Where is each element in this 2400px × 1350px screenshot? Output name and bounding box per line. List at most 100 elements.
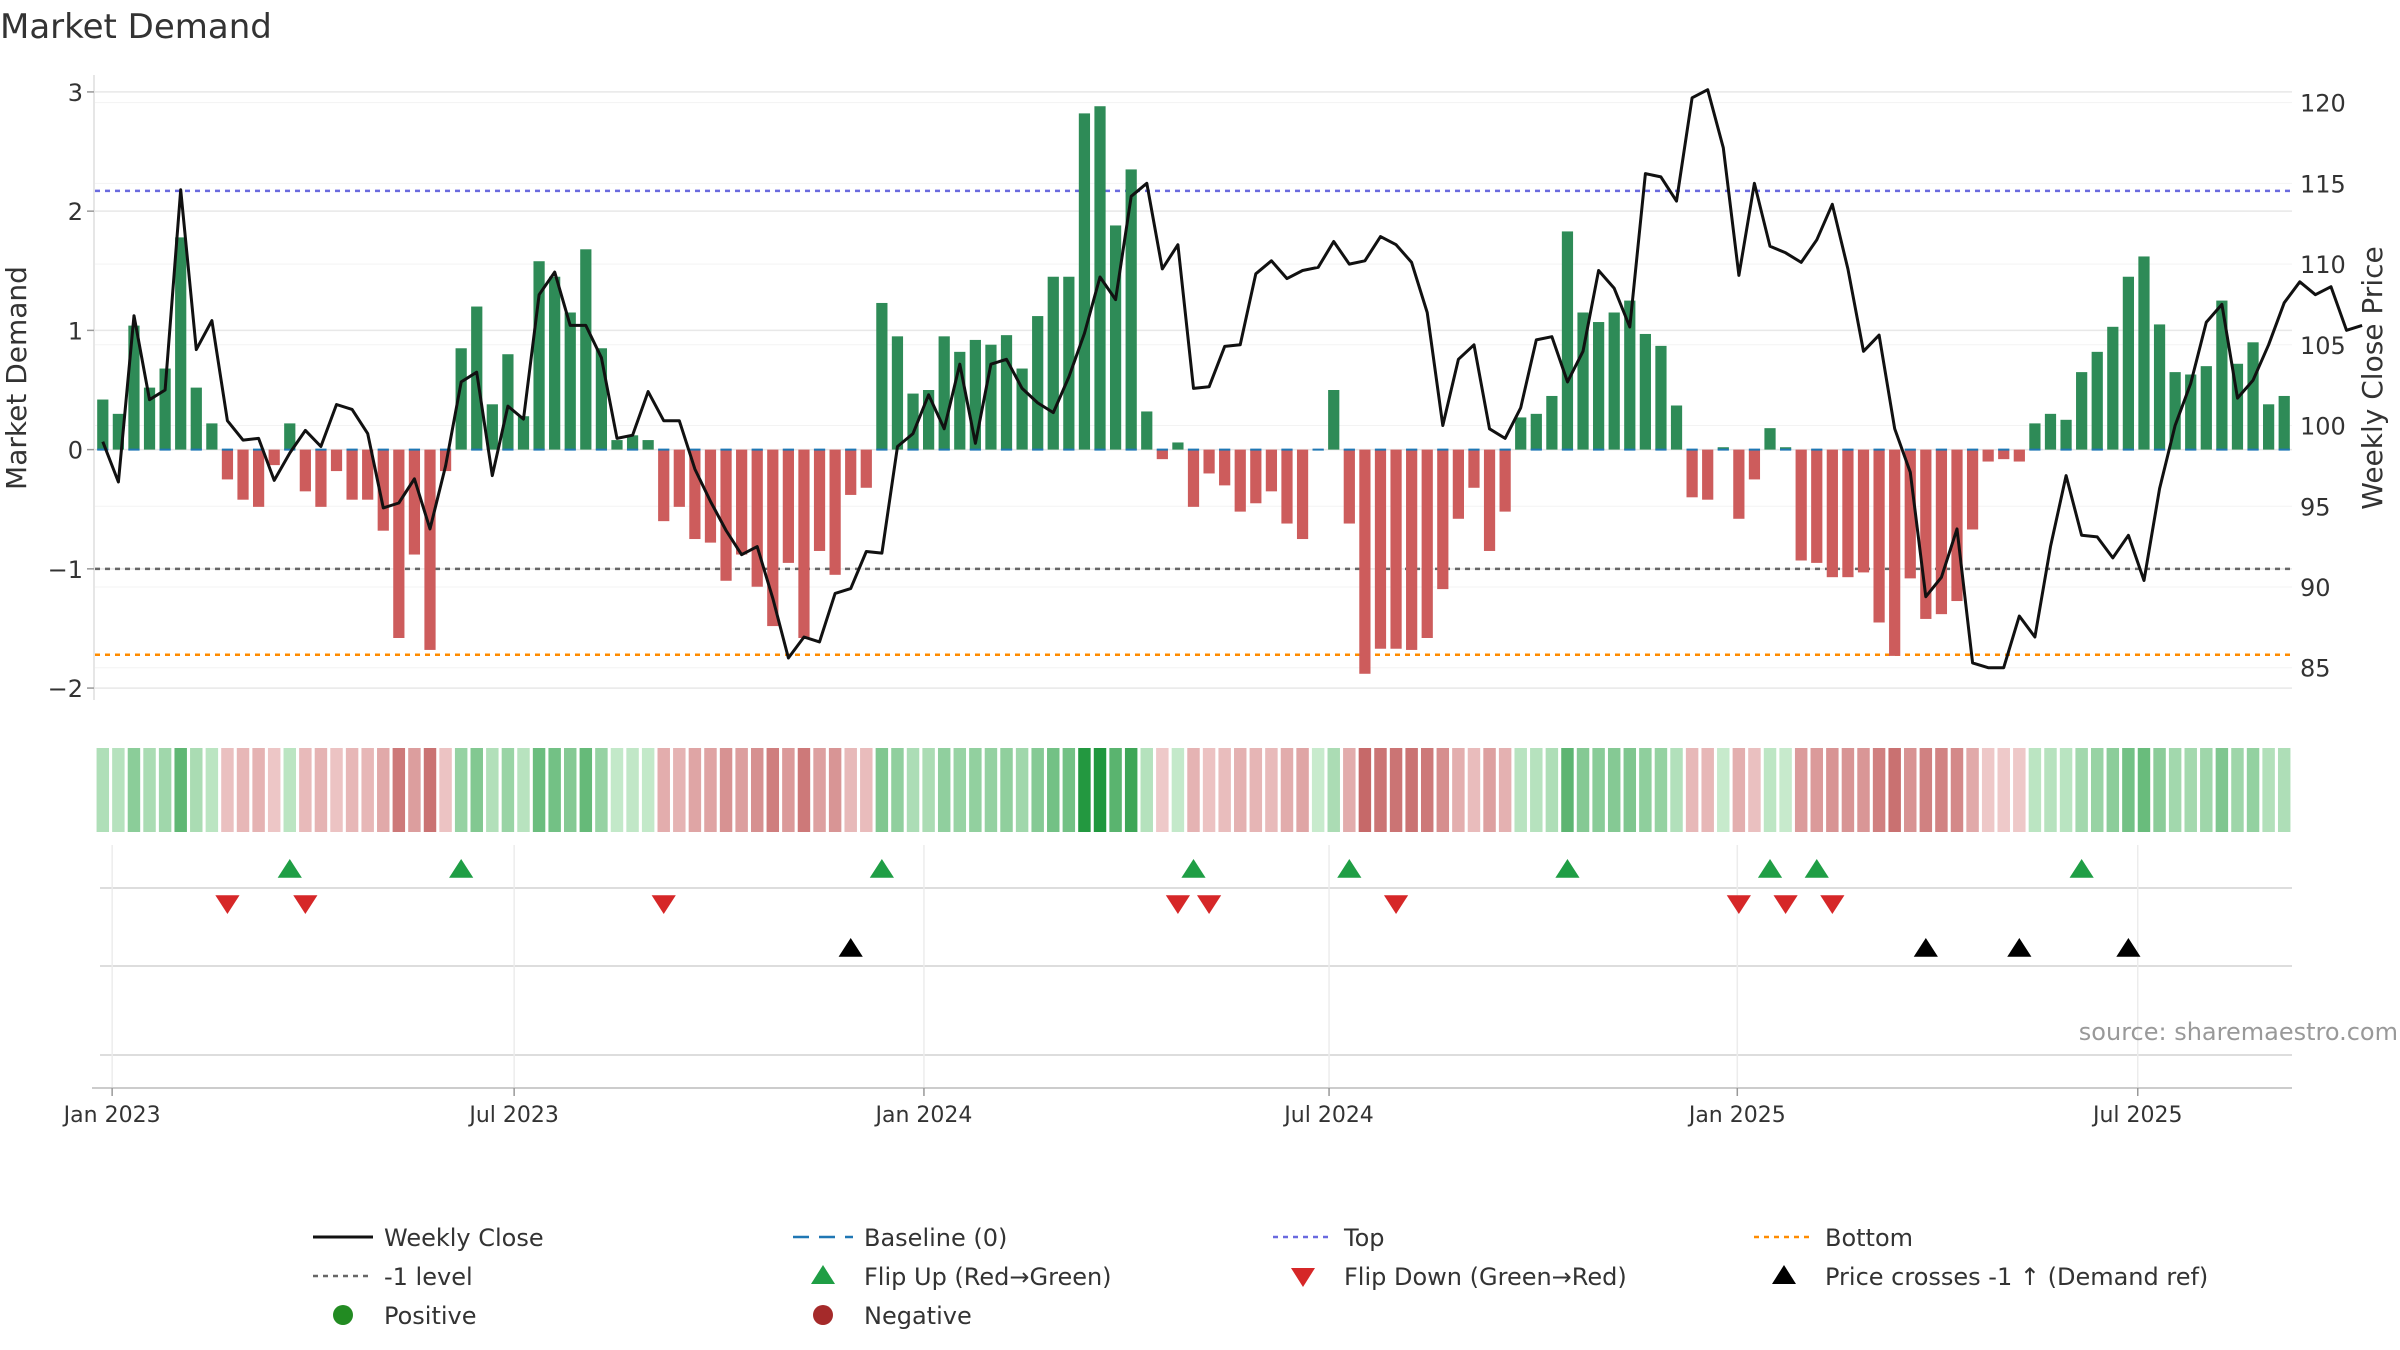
demand-bar (2138, 256, 2150, 450)
heat-strip-cell (2090, 748, 2104, 832)
demand-bar (2029, 423, 2041, 450)
demand-bar (782, 449, 794, 563)
demand-bar (1764, 428, 1776, 450)
demand-bar (2107, 326, 2119, 450)
demand-bar (1016, 368, 1028, 450)
heat-strip-cell (1000, 748, 1013, 832)
demand-bar (595, 348, 608, 450)
heat-strip-cell (766, 748, 780, 832)
demand-heat-strip (96, 748, 2291, 832)
flip-up-marker (1181, 859, 1206, 878)
demand-bar (923, 390, 935, 450)
heat-strip-cell (236, 748, 250, 832)
demand-bar (1187, 449, 1200, 507)
demand-bars (97, 106, 2290, 674)
demand-bar (1483, 449, 1496, 551)
demand-bar (1873, 449, 1885, 623)
heat-strip-cell (1872, 748, 1886, 832)
heat-strip-cell (143, 748, 156, 832)
demand-bar (268, 449, 280, 466)
heat-strip-cell (735, 748, 748, 832)
flip-down-marker (1196, 895, 1222, 914)
price-cross-marker (2007, 938, 2032, 957)
demand-bar (2044, 413, 2057, 450)
flip-up-marker (1804, 859, 1829, 878)
demand-bar (1670, 405, 1683, 450)
heat-strip-cell (1514, 748, 1527, 832)
demand-bar (751, 449, 763, 587)
heat-strip-cell (1530, 748, 1543, 832)
heat-strip-cell (267, 748, 281, 832)
demand-bar (408, 449, 421, 555)
heat-strip-cell (1498, 748, 1512, 832)
demand-bar (1109, 225, 1122, 450)
heat-strip-cell (1031, 748, 1044, 832)
demand-bar (1468, 449, 1480, 488)
demand-bar (1966, 449, 1979, 530)
demand-bar (1795, 449, 1807, 561)
heat-strip-cell (564, 748, 577, 832)
heat-strip-cell (1763, 748, 1777, 832)
demand-bar (1515, 417, 1527, 450)
right-axis-tick-label: 105 (2300, 332, 2346, 360)
demand-bar (252, 449, 265, 507)
right-axis-tick-label: 110 (2300, 251, 2346, 279)
heat-strip-cell (719, 748, 733, 832)
demand-bar (299, 449, 311, 492)
heat-strip-cell (2200, 748, 2213, 832)
weekly-close-series (101, 88, 2363, 670)
demand-bar (1686, 449, 1698, 498)
demand-bar (2278, 395, 2290, 450)
heat-strip-cell (1374, 748, 1387, 832)
demand-bar (1063, 276, 1075, 450)
x-axis-tick-label: Jul 2025 (2091, 1103, 2183, 1128)
flip-up-marker (277, 859, 302, 878)
heat-strip-cell (579, 748, 593, 832)
demand-bar (517, 416, 530, 450)
demand-bar (969, 339, 981, 450)
demand-bar (549, 276, 561, 450)
demand-bar (2216, 300, 2228, 450)
heat-strip-cell (1452, 748, 1465, 832)
demand-bar (1546, 395, 1558, 450)
demand-bar (845, 449, 857, 495)
demand-bar (175, 237, 187, 450)
demand-bar (377, 449, 389, 531)
heat-strip-cell (190, 748, 203, 832)
heat-strip-cell (922, 748, 935, 832)
heat-strip-cell (673, 748, 686, 832)
demand-bar (1219, 449, 1231, 486)
demand-bar (206, 423, 218, 450)
demand-bar (580, 249, 592, 450)
heat-strip-cell (969, 748, 982, 832)
x-axis-tick-label: Jan 2023 (62, 1103, 161, 1128)
demand-bar (1842, 449, 1854, 578)
heat-strip-cell (813, 748, 826, 832)
heat-strip-cell (2122, 748, 2135, 832)
heat-strip-cell (704, 748, 717, 832)
heat-strip-cell (906, 748, 920, 832)
heat-strip-cell (1717, 748, 1730, 832)
heat-strip-cell (1732, 748, 1746, 832)
demand-bar (736, 449, 748, 555)
flip-up-marker (2069, 859, 2094, 878)
heat-strip-cell (345, 748, 359, 832)
x-axis-tick-label: Jan 2024 (873, 1103, 972, 1128)
demand-bar (860, 449, 872, 488)
heat-strip-cell (174, 748, 187, 832)
demand-bar (1047, 276, 1059, 450)
heat-strip-cell (1124, 748, 1138, 832)
demand-bar (1390, 449, 1402, 649)
heat-strip-cell (314, 748, 328, 832)
heat-strip-cell (1919, 748, 1933, 832)
demand-bar (1779, 447, 1792, 450)
heat-strip-cell (1436, 748, 1450, 832)
right-axis-tick-label: 100 (2300, 413, 2346, 441)
heat-strip-cell (1218, 748, 1231, 832)
legend-symbol-price-cross (1772, 1265, 1796, 1284)
heat-strip-cell (486, 748, 499, 832)
price-cross-marker (2116, 938, 2141, 957)
heat-strip-cell (1561, 748, 1574, 832)
demand-bar (2185, 374, 2197, 450)
legend-label-bottom: Bottom (1825, 1224, 1913, 1252)
